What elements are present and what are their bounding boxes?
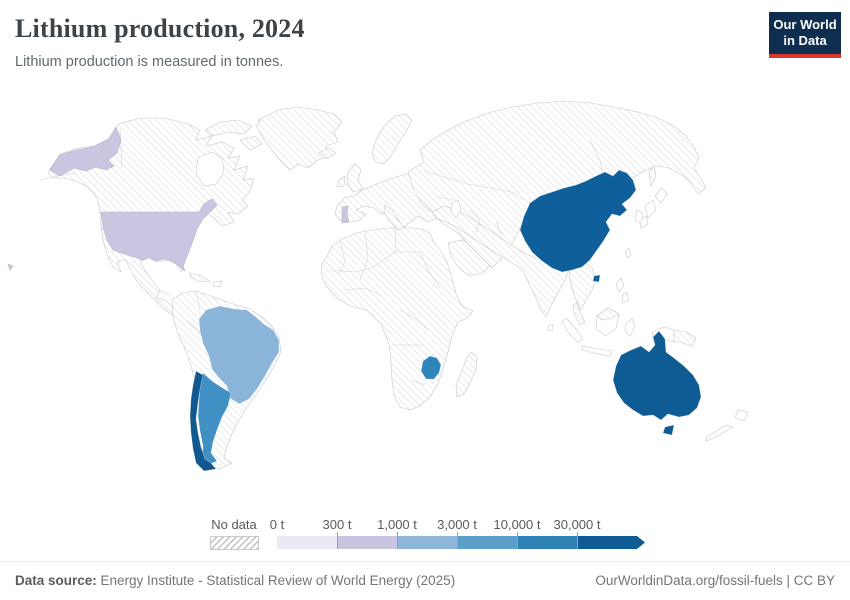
island-philippines-2[interactable] xyxy=(621,291,630,304)
landmass-greenland[interactable] xyxy=(255,106,343,171)
island-cuba[interactable] xyxy=(189,272,211,283)
data-source-value: Energy Institute - Statistical Review of… xyxy=(96,573,456,588)
legend-tick-mark xyxy=(577,532,578,549)
island-ireland[interactable] xyxy=(336,175,346,188)
legend-segment[interactable] xyxy=(277,536,337,549)
legend-tick-mark xyxy=(337,532,338,549)
legend-segment[interactable] xyxy=(397,536,457,549)
country-zimbabwe[interactable] xyxy=(420,355,442,380)
owid-logo-line1: Our World xyxy=(773,17,837,32)
island-sulawesi[interactable] xyxy=(624,317,636,337)
caspian-sea xyxy=(450,199,462,219)
chart-footer: Data source: Energy Institute - Statisti… xyxy=(0,561,850,600)
chart-title: Lithium production, 2024 xyxy=(15,14,305,43)
world-map[interactable] xyxy=(0,88,850,512)
island-new-zealand-north[interactable] xyxy=(734,409,749,422)
country-united-states[interactable] xyxy=(100,198,218,272)
aleutian-islands xyxy=(39,172,76,181)
legend-tick-label: 10,000 t xyxy=(493,517,541,532)
country-chile[interactable] xyxy=(189,370,217,472)
landmass-scandinavia[interactable] xyxy=(371,113,413,165)
landmass-africa[interactable] xyxy=(320,226,474,411)
legend-bar[interactable] xyxy=(277,536,645,549)
legend-segment[interactable] xyxy=(577,536,645,549)
peninsula-korea[interactable] xyxy=(634,209,644,225)
legend-segment[interactable] xyxy=(517,536,577,549)
island-sakhalin[interactable] xyxy=(648,165,657,187)
island-java[interactable] xyxy=(581,345,613,357)
legend-no-data-swatch[interactable] xyxy=(210,536,259,550)
data-source-label: Data source: xyxy=(15,573,97,588)
arctic-islands-1[interactable] xyxy=(204,119,253,137)
country-australia[interactable] xyxy=(612,330,702,421)
island-madagascar[interactable] xyxy=(455,351,478,398)
country-portugal[interactable] xyxy=(341,205,350,224)
border-lines-asia xyxy=(423,139,605,237)
landmass-indochina[interactable] xyxy=(568,259,597,311)
country-usa-hawaii[interactable] xyxy=(7,263,14,271)
owid-logo[interactable]: Our World in Data xyxy=(769,12,841,58)
island-iceland[interactable] xyxy=(318,147,337,160)
owid-link[interactable]: OurWorldinData.org/fossil-fuels | CC BY xyxy=(595,573,835,588)
peninsula-malay[interactable] xyxy=(572,302,586,326)
island-hispaniola[interactable] xyxy=(212,280,223,288)
island-japan-north[interactable] xyxy=(654,187,668,204)
hudson-bay xyxy=(195,151,225,187)
country-usa-alaska[interactable] xyxy=(49,126,122,177)
map-legend: No data 0 t 300 t 1,000 t 3,000 t 10,000 t 30… xyxy=(0,515,850,555)
data-source-text: Data source: Energy Institute - Statisti… xyxy=(15,573,455,588)
country-china-hainan[interactable] xyxy=(592,274,601,283)
border-lines-africa xyxy=(329,227,441,386)
island-new-guinea-png[interactable] xyxy=(673,329,697,347)
island-japan-honshu[interactable] xyxy=(644,199,657,219)
country-brazil[interactable] xyxy=(198,305,280,405)
legend-tick-mark xyxy=(517,532,518,549)
legend-tick-label: 3,000 t xyxy=(437,517,477,532)
arctic-islands-2[interactable] xyxy=(239,135,263,151)
island-great-britain[interactable] xyxy=(346,163,364,193)
legend-tick-mark xyxy=(397,532,398,549)
landmass-middle-east-india[interactable] xyxy=(431,205,571,318)
island-sumatra[interactable] xyxy=(561,317,584,344)
country-australia-tasmania[interactable] xyxy=(662,424,675,436)
legend-segment[interactable] xyxy=(457,536,517,549)
island-taiwan[interactable] xyxy=(624,247,632,259)
country-argentina[interactable] xyxy=(197,372,232,466)
island-new-zealand-south[interactable] xyxy=(705,424,734,442)
island-sri-lanka[interactable] xyxy=(547,323,554,332)
legend-tick-label: 300 t xyxy=(322,517,352,532)
legend-no-data-label: No data xyxy=(211,517,257,532)
legend-tick-label: 0 t xyxy=(269,517,285,532)
legend-segment[interactable] xyxy=(337,536,397,549)
legend-tick-label: 1,000 t xyxy=(377,517,417,532)
borneo-malaysia-part[interactable] xyxy=(596,307,620,321)
island-philippines-1[interactable] xyxy=(615,277,625,293)
legend-tick-label: 30,000 t xyxy=(553,517,601,532)
legend-tick-mark xyxy=(457,532,458,549)
peninsula-italy[interactable] xyxy=(383,204,405,231)
country-china[interactable] xyxy=(519,169,637,273)
owid-logo-line2: in Data xyxy=(783,33,827,49)
chart-subtitle: Lithium production is measured in tonnes… xyxy=(15,54,284,70)
